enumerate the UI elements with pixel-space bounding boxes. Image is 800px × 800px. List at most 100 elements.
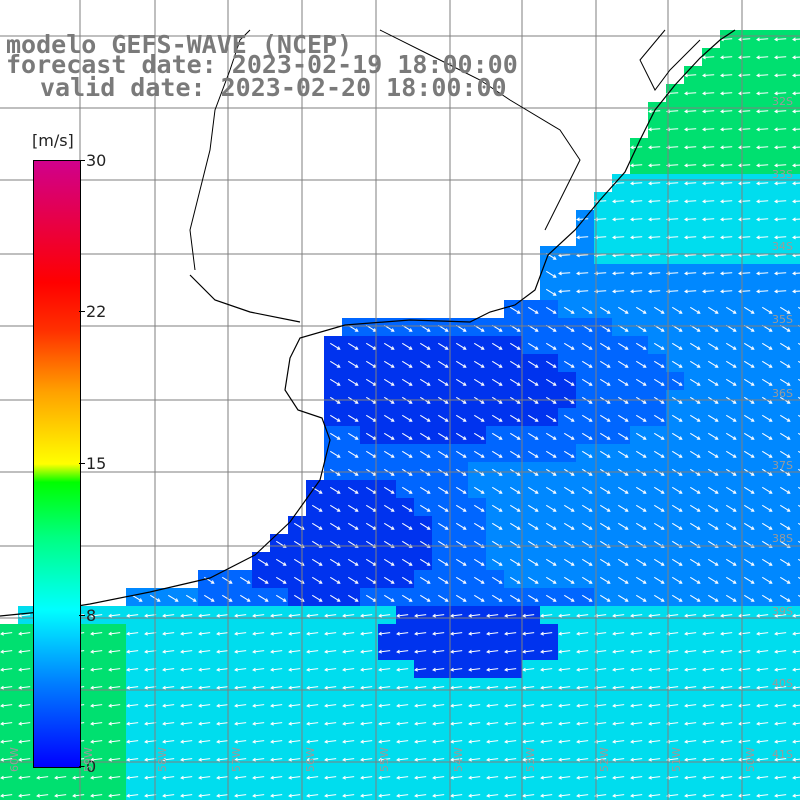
wind-arrow <box>667 632 679 635</box>
wind-arrow <box>487 776 499 779</box>
wind-arrow-head <box>498 454 503 458</box>
wind-arrow <box>667 776 679 779</box>
wind-arrow-head <box>696 364 701 368</box>
wind-arrow <box>708 522 719 530</box>
wind-arrow-head <box>576 703 581 708</box>
wind-arrow <box>505 650 517 653</box>
wind-arrow-head <box>702 631 707 636</box>
wind-arrow <box>307 686 319 689</box>
wind-arrow-head <box>522 757 527 762</box>
wind-arrow-head <box>756 109 760 114</box>
wind-arrow <box>163 776 175 779</box>
wind-arrow-head <box>198 721 203 726</box>
wind-arrow <box>253 740 265 743</box>
wind-arrow <box>181 758 193 761</box>
wind-arrow <box>487 686 499 689</box>
wind-arrow-head <box>792 271 796 276</box>
wind-arrow <box>217 686 229 689</box>
wind-arrow <box>541 650 553 653</box>
wind-arrow <box>474 360 485 368</box>
wind-arrow <box>600 432 611 440</box>
wind-arrow <box>217 722 229 725</box>
wind-arrow-head <box>504 703 509 708</box>
wind-arrow <box>690 360 701 368</box>
wind-arrow-head <box>738 235 742 240</box>
wind-arrow <box>613 722 625 725</box>
wind-arrow-head <box>444 346 449 350</box>
wind-arrow <box>420 414 431 422</box>
wind-arrow-head <box>480 580 485 584</box>
wind-arrow-head <box>702 109 706 114</box>
wind-arrow-head <box>336 418 341 422</box>
wind-arrow <box>613 668 625 671</box>
wind-arrow-head <box>642 454 647 458</box>
wind-arrow-head <box>786 526 791 530</box>
wind-arrow <box>618 450 629 458</box>
wind-arrow <box>1 686 13 689</box>
wind-speed-cell <box>558 786 577 800</box>
wind-arrow <box>792 290 800 293</box>
latitude-label: 41S <box>772 748 793 761</box>
wind-arrow-head <box>666 721 671 726</box>
wind-arrow-head <box>738 775 743 780</box>
wind-arrow-head <box>684 271 688 276</box>
wind-arrow-head <box>792 91 796 96</box>
wind-arrow-head <box>360 649 365 654</box>
wind-arrow-head <box>666 631 671 636</box>
wind-arrow-head <box>462 544 467 548</box>
wind-arrow <box>325 740 337 743</box>
wind-arrow-head <box>738 109 742 114</box>
wind-arrow <box>127 704 139 707</box>
wind-arrow-head <box>108 721 113 726</box>
uruguay-border <box>189 29 251 271</box>
wind-arrow <box>361 704 373 707</box>
wind-arrow-head <box>684 667 689 672</box>
wind-arrow-head <box>432 703 437 708</box>
wind-arrow <box>523 686 535 689</box>
wind-arrow <box>757 722 769 725</box>
wind-arrow-head <box>792 127 796 132</box>
wind-arrow-head <box>558 703 563 708</box>
wind-speed-cell <box>450 786 469 800</box>
wind-arrow-head <box>624 346 629 350</box>
wind-arrow-head <box>660 580 665 584</box>
wind-arrow-head <box>720 235 724 240</box>
wind-arrow <box>630 182 643 185</box>
wind-arrow-head <box>786 328 791 332</box>
wind-arrow <box>343 650 355 653</box>
wind-arrow-head <box>480 382 485 386</box>
wind-arrow <box>505 668 517 671</box>
wind-arrow <box>708 378 719 386</box>
wind-arrow-head <box>684 217 688 222</box>
wind-arrow-head <box>648 235 652 240</box>
wind-arrow-head <box>534 526 539 530</box>
wind-speed-cell <box>774 786 793 800</box>
wind-arrow <box>654 414 665 422</box>
wind-arrow-head <box>246 580 251 584</box>
wind-arrow <box>19 740 31 743</box>
wind-arrow-head <box>768 472 773 476</box>
wind-speed-cell <box>576 786 595 800</box>
wind-arrow <box>685 650 697 653</box>
wind-arrow-head <box>720 757 725 762</box>
wind-arrow-head <box>516 346 521 350</box>
wind-arrow <box>181 650 193 653</box>
wind-arrow <box>654 360 665 368</box>
wind-arrow <box>145 758 157 761</box>
wind-arrow <box>235 722 247 725</box>
wind-arrow-head <box>612 775 617 780</box>
wind-arrow-head <box>648 703 653 708</box>
wind-arrow-head <box>702 667 707 672</box>
wind-arrow-head <box>342 739 347 744</box>
wind-speed-cell <box>666 786 685 800</box>
wind-arrow-head <box>0 631 5 636</box>
wind-arrow <box>1 650 13 653</box>
wind-arrow-head <box>450 667 455 672</box>
wind-arrow-head <box>390 436 395 440</box>
wind-arrow-head <box>714 418 719 422</box>
wind-arrow-head <box>270 703 275 708</box>
wind-arrow-head <box>720 91 724 96</box>
wind-speed-cell <box>0 786 19 800</box>
wind-arrow-head <box>408 490 413 494</box>
wind-arrow-head <box>462 436 467 440</box>
